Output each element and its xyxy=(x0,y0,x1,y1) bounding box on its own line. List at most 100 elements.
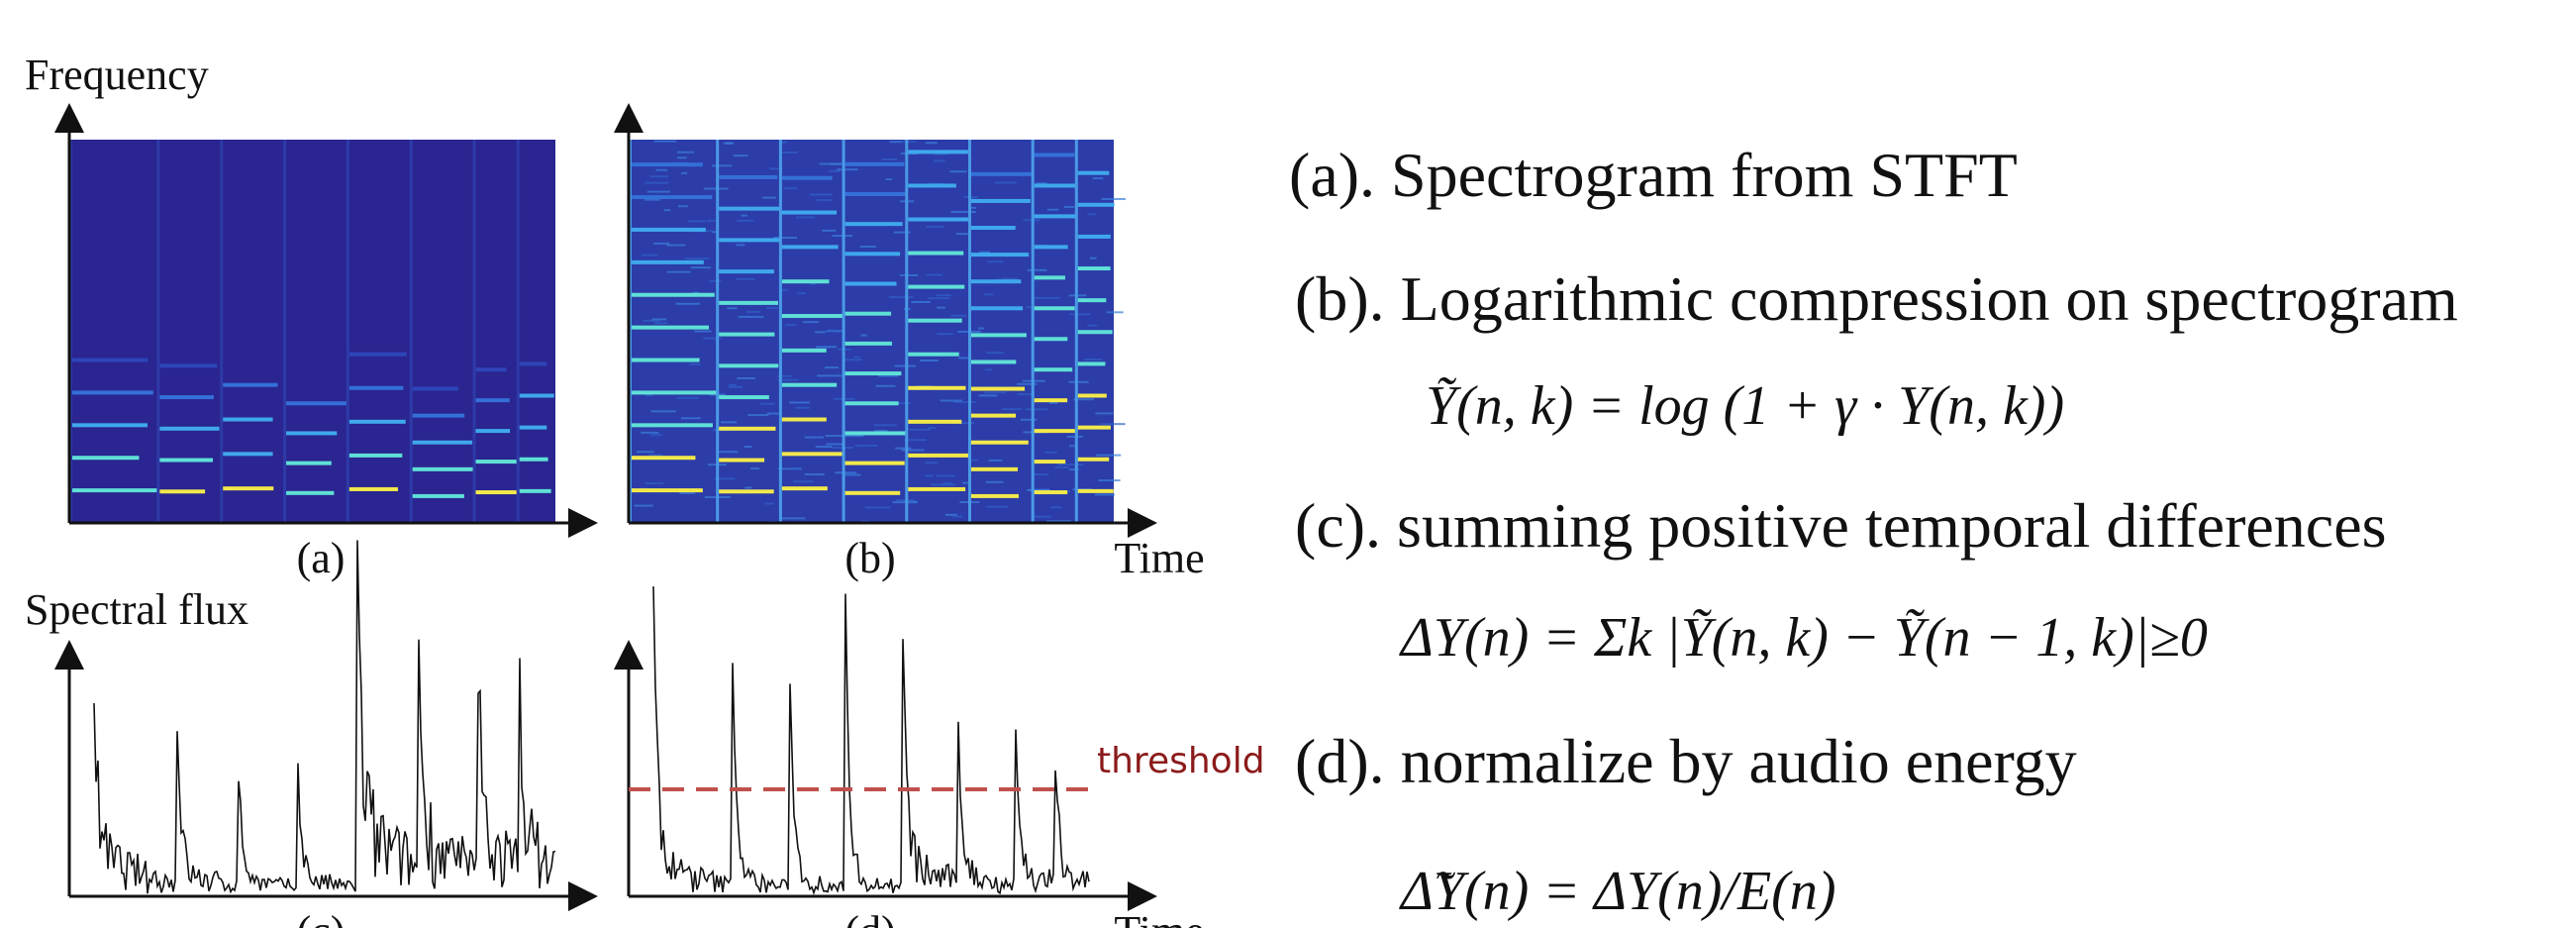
spectrogram-noise xyxy=(718,451,739,454)
harmonic xyxy=(632,325,710,330)
spectrogram-noise xyxy=(1094,493,1116,496)
spectrogram-noise xyxy=(936,474,955,477)
spectrogram-noise xyxy=(985,352,1005,355)
spectrogram-noise xyxy=(641,254,658,257)
spectrogram-noise xyxy=(666,270,691,273)
harmonic xyxy=(971,440,1029,445)
harmonic xyxy=(719,238,781,243)
harmonic xyxy=(719,206,780,211)
harmonic xyxy=(719,300,778,305)
harmonic xyxy=(223,486,274,491)
onset xyxy=(409,140,413,523)
spectrogram-noise xyxy=(1027,268,1047,271)
spectrogram-noise xyxy=(1001,277,1019,280)
harmonic xyxy=(781,486,828,491)
spectrogram-noise xyxy=(1054,466,1069,469)
harmonic xyxy=(844,311,892,316)
harmonic xyxy=(348,419,406,424)
spectrogram-noise xyxy=(694,330,712,333)
spectrogram-noise xyxy=(920,359,939,361)
panel-label: (d) xyxy=(844,907,895,928)
harmonic xyxy=(781,175,833,180)
harmonic xyxy=(844,161,905,166)
spectrogram-noise xyxy=(765,306,779,309)
spectrogram-noise xyxy=(785,324,796,327)
spectrogram-noise xyxy=(728,385,743,388)
harmonic xyxy=(1034,490,1068,495)
spectrogram-noise xyxy=(894,364,916,367)
spectrogram-noise xyxy=(942,482,953,485)
spectrogram-noise xyxy=(729,383,737,386)
spectrogram-noise xyxy=(1034,472,1049,475)
spectrogram-noise xyxy=(737,219,754,222)
harmonic xyxy=(844,252,901,257)
harmonic xyxy=(719,458,765,463)
spectrogram-noise xyxy=(681,171,688,174)
harmonic xyxy=(632,423,713,428)
onset xyxy=(156,140,160,523)
spectrogram-noise xyxy=(707,219,716,222)
harmonic xyxy=(971,306,1024,311)
spectrogram-noise xyxy=(983,391,1007,394)
spectrogram-noise xyxy=(864,506,891,509)
spectrogram-noise xyxy=(896,499,914,502)
harmonic xyxy=(971,413,1017,418)
spectrogram-noise xyxy=(815,331,826,334)
spectrogram-noise xyxy=(777,378,799,381)
harmonic xyxy=(348,486,399,491)
onset xyxy=(1074,140,1078,523)
harmonic xyxy=(632,259,704,264)
spectrogram-noise xyxy=(779,517,806,520)
harmonic xyxy=(844,431,907,436)
harmonic xyxy=(1077,170,1110,175)
spectrogram-noise xyxy=(727,307,738,310)
spectrogram-noise xyxy=(983,293,994,296)
axes xyxy=(54,103,1157,911)
onset xyxy=(778,140,782,523)
spectrogram-noise xyxy=(873,424,897,427)
harmonic xyxy=(844,341,892,346)
spectrogram-noise xyxy=(1017,393,1035,396)
spectrogram-noise xyxy=(967,459,978,462)
spectrogram-noise xyxy=(736,277,755,280)
spectrogram-noise xyxy=(650,410,676,413)
harmonic xyxy=(475,429,511,434)
spectrogram-noise xyxy=(926,273,942,276)
spectrogram-noise xyxy=(933,159,945,162)
spectrogram-noise xyxy=(816,199,833,202)
spectrogram-noise xyxy=(1090,257,1097,259)
harmonic xyxy=(1077,457,1110,462)
spectrogram-noise xyxy=(1044,451,1057,454)
spectrogram-noise xyxy=(1025,408,1048,411)
spectrogram-noise xyxy=(944,513,958,516)
harmonic xyxy=(1077,266,1111,271)
harmonic xyxy=(72,390,153,395)
spectrogram-noise xyxy=(1066,435,1083,438)
spectrogram-bg xyxy=(69,140,555,523)
harmonic xyxy=(286,461,332,465)
spectrogram-noise xyxy=(736,244,745,247)
harmonic xyxy=(348,385,404,390)
spectrogram-noise xyxy=(893,231,911,234)
spectrogram-noise xyxy=(776,374,792,377)
flux-curves xyxy=(93,540,1090,895)
harmonic xyxy=(908,453,969,458)
spectrogram-noise xyxy=(951,422,975,425)
spectrogram-noise xyxy=(680,417,701,420)
harmonic xyxy=(971,386,1026,391)
harmonic xyxy=(719,363,779,368)
spectrogram-noise xyxy=(1092,177,1104,180)
spectrogram-noise xyxy=(747,414,769,417)
equation: ΔY(n) = Σk |Ỹ(n, k) − Ỹ(n − 1, k)|≥0 xyxy=(1399,607,2208,669)
spectrogram-noise xyxy=(793,466,800,469)
spectrogram-noise xyxy=(1034,296,1060,299)
spectrogram-noise xyxy=(646,190,671,193)
step-label: (d). normalize by audio energy xyxy=(1295,726,2077,796)
spectrogram-noise xyxy=(676,396,699,399)
panel-label: (c) xyxy=(297,907,346,928)
spectrogram-noise xyxy=(792,480,814,483)
harmonic xyxy=(223,417,273,422)
spectrogram-noise xyxy=(987,260,1004,263)
spectrogram-noise xyxy=(1069,313,1091,316)
spectrogram-noise xyxy=(860,334,867,337)
